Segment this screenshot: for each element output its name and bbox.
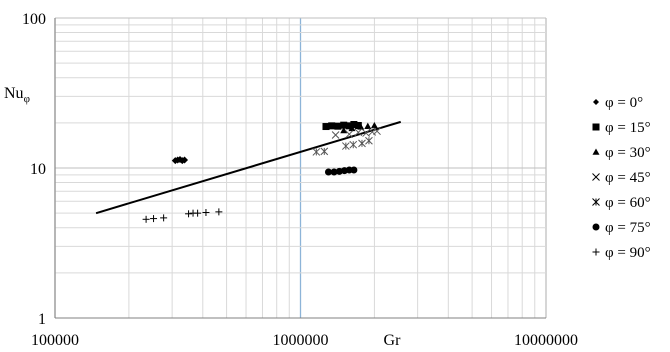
legend-marker-diamond <box>593 99 599 105</box>
data-point-plus <box>160 214 168 222</box>
legend-marker-plus <box>592 248 600 256</box>
legend-label: φ = 45° <box>605 170 651 186</box>
data-point-x-stroke <box>331 131 340 139</box>
legend-label: φ = 0° <box>605 95 643 111</box>
data-point-triangle <box>340 126 348 134</box>
y-axis-label: Nuφ <box>4 85 30 105</box>
data-point-x-stroke <box>354 128 363 137</box>
data-point-plus <box>202 209 210 217</box>
legend-marker-square <box>592 123 600 131</box>
legend-label: φ = 90° <box>605 245 651 261</box>
tick-labels: 100000 1000000 10000000 1 10 100 <box>22 11 578 349</box>
data-point-asterisk <box>349 140 358 149</box>
trendline-group <box>95 120 402 215</box>
data-point-x-stroke <box>373 127 381 136</box>
legend-label: φ = 60° <box>605 195 651 211</box>
data-point-x-stroke <box>362 129 370 137</box>
data-point-triangle <box>370 122 378 129</box>
legend-marker-asterisk <box>592 198 600 206</box>
data-point-asterisk <box>358 139 366 148</box>
y-axis-label-subscript: φ <box>24 93 30 105</box>
data-point-square <box>334 122 342 130</box>
data-points <box>142 120 381 223</box>
data-point-square <box>345 122 353 130</box>
x-axis-label: Gr <box>384 332 402 349</box>
data-point-circle <box>350 166 358 174</box>
data-point-triangle <box>364 122 372 129</box>
y-tick-label: 1 <box>38 311 46 328</box>
data-point-square <box>328 122 336 130</box>
y-tick-label: 10 <box>30 161 46 178</box>
data-point-x-stroke <box>368 128 377 136</box>
data-point-square <box>354 122 362 130</box>
data-point-diamond <box>181 156 189 164</box>
data-point-asterisk <box>365 136 373 145</box>
legend-label: φ = 30° <box>605 145 651 161</box>
data-point-x <box>354 128 363 137</box>
data-point-x <box>373 127 381 136</box>
data-point-x <box>362 129 370 137</box>
data-point-triangle <box>348 124 356 132</box>
data-point-square <box>322 123 330 131</box>
x-tick-label: 1000000 <box>273 332 329 349</box>
grid <box>54 17 547 319</box>
legend-marker-circle <box>592 223 600 231</box>
y-axis-label-main: Nu <box>4 85 24 102</box>
data-point-x <box>331 131 340 139</box>
trendline <box>95 120 402 215</box>
data-point-circle <box>330 168 338 176</box>
x-tick-label: 100000 <box>31 332 79 349</box>
data-point-x <box>345 130 354 139</box>
legend-label: φ = 75° <box>605 220 651 236</box>
data-point-circle <box>324 168 332 176</box>
data-point-asterisk <box>312 148 321 156</box>
data-point-square <box>340 121 348 129</box>
legend: φ = 0° φ = 15° φ = 30° φ = 45° φ = 60° φ = 75… <box>592 95 651 261</box>
data-point-plus <box>150 215 158 223</box>
data-point-plus <box>185 210 193 218</box>
x-tick-label: 10000000 <box>514 332 578 349</box>
data-point-plus <box>215 208 223 216</box>
data-point-plus <box>142 215 150 223</box>
data-point-triangle <box>357 123 365 130</box>
legend-marker-x <box>592 173 600 181</box>
legend-marker-triangle <box>592 148 600 155</box>
y-tick-label: 100 <box>22 11 46 28</box>
data-point-asterisk <box>320 147 329 156</box>
data-point-square <box>350 120 358 128</box>
legend-marker-x-stroke <box>592 173 600 181</box>
data-point-plus <box>194 209 202 217</box>
data-point-x-stroke <box>345 130 354 139</box>
data-point-asterisk <box>341 142 350 150</box>
legend-label: φ = 15° <box>605 120 651 136</box>
